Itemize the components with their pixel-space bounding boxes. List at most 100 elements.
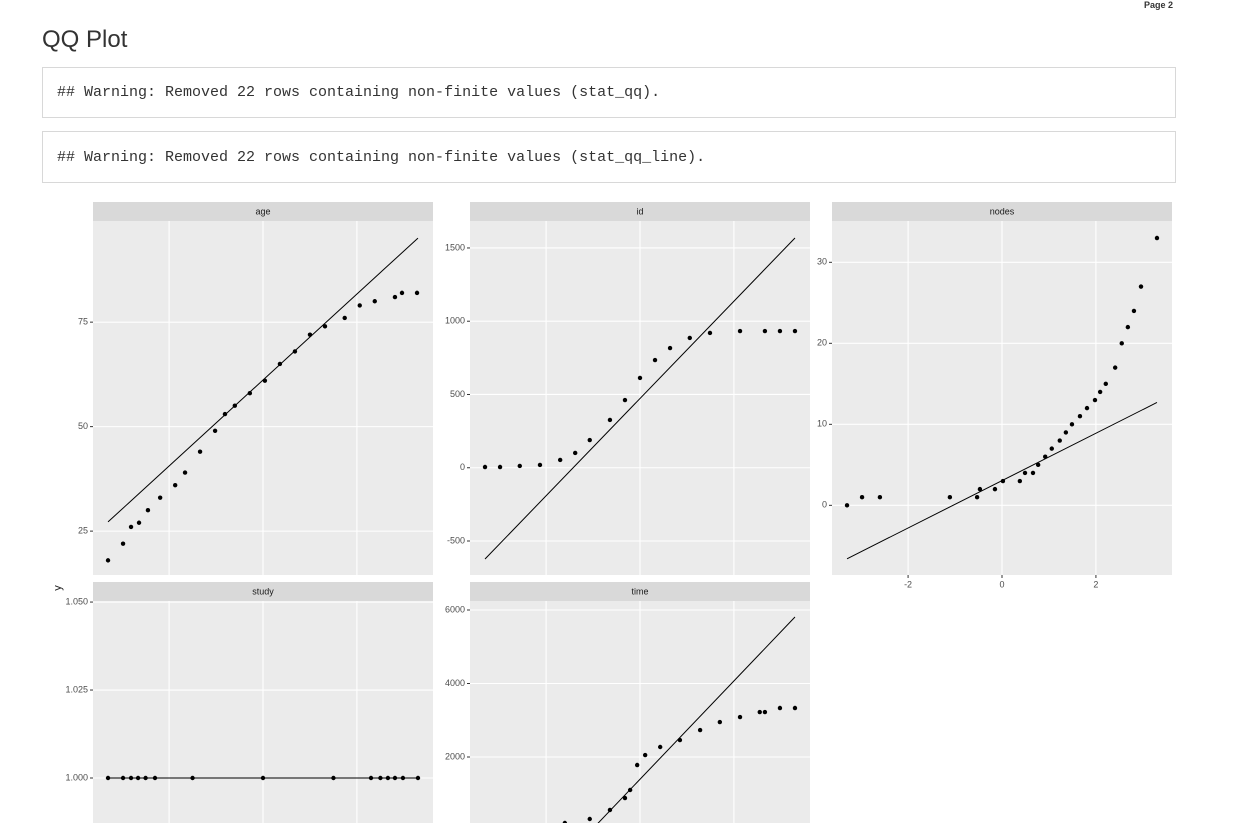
qq-point bbox=[1063, 430, 1069, 435]
qq-point bbox=[707, 330, 713, 336]
qq-point bbox=[143, 775, 148, 781]
qq-point bbox=[607, 417, 613, 423]
qq-point bbox=[1103, 381, 1108, 387]
qq-point bbox=[415, 775, 421, 781]
qq-point bbox=[1022, 470, 1028, 476]
qq-point bbox=[1049, 446, 1054, 451]
qq-point bbox=[497, 464, 503, 470]
qq-point bbox=[482, 464, 488, 470]
qq-point bbox=[974, 495, 980, 500]
qq-point bbox=[1057, 438, 1062, 443]
qq-point bbox=[622, 795, 628, 801]
strip-label: id bbox=[636, 206, 643, 216]
y-tick-label: 1500 bbox=[445, 242, 465, 252]
qq-point bbox=[105, 558, 111, 563]
qq-point bbox=[1138, 284, 1144, 289]
y-tick-label: 1.050 bbox=[65, 596, 88, 606]
qq-point bbox=[307, 332, 313, 337]
page-label: Page 2 bbox=[1143, 0, 1173, 10]
strip-label: nodes bbox=[990, 206, 1015, 216]
qq-point bbox=[1017, 478, 1023, 484]
qq-point bbox=[1125, 324, 1131, 330]
qq-point bbox=[262, 378, 268, 383]
qq-point bbox=[182, 470, 188, 475]
qq-point bbox=[737, 714, 743, 720]
strip-label: study bbox=[252, 586, 274, 596]
y-tick-label: 500 bbox=[450, 389, 465, 399]
qq-point bbox=[135, 775, 141, 781]
qq-point bbox=[877, 495, 883, 500]
qq-point bbox=[557, 457, 563, 463]
qq-point bbox=[378, 775, 383, 781]
qq-point bbox=[1000, 478, 1006, 484]
x-tick-label: 0 bbox=[999, 579, 1004, 589]
qq-point bbox=[762, 709, 768, 715]
y-tick-label: 75 bbox=[78, 317, 88, 327]
qq-point bbox=[1035, 462, 1041, 468]
strip bbox=[832, 202, 1172, 221]
qq-point bbox=[260, 775, 266, 781]
qq-point bbox=[292, 349, 298, 354]
strip bbox=[93, 202, 433, 221]
qq-point bbox=[717, 719, 723, 725]
qq-point bbox=[844, 503, 850, 508]
qq-point bbox=[697, 727, 703, 733]
qq-point bbox=[627, 787, 633, 793]
qq-point bbox=[197, 449, 203, 454]
qq-point bbox=[777, 328, 783, 334]
y-tick-label: 50 bbox=[78, 421, 88, 431]
y-tick-label: 30 bbox=[817, 257, 827, 267]
qq-point bbox=[657, 744, 663, 750]
qq-point bbox=[587, 816, 592, 822]
qq-point bbox=[1030, 470, 1036, 476]
qq-point bbox=[331, 775, 336, 781]
strip bbox=[470, 582, 810, 601]
warning-box: ## Warning: Removed 22 rows containing n… bbox=[42, 131, 1176, 183]
panel bbox=[93, 601, 433, 823]
qq-point bbox=[212, 428, 218, 434]
qq-point bbox=[152, 775, 158, 781]
qq-point bbox=[232, 403, 238, 408]
qq-point bbox=[128, 524, 134, 530]
qq-point bbox=[652, 357, 658, 363]
qq-point bbox=[1097, 389, 1103, 395]
qq-point bbox=[392, 294, 398, 300]
qq-point bbox=[1154, 235, 1160, 241]
y-tick-label: 1.025 bbox=[65, 684, 88, 694]
qq-point bbox=[392, 775, 398, 781]
y-tick-label: 4000 bbox=[445, 678, 465, 688]
qq-point bbox=[357, 303, 362, 308]
qq-point bbox=[1084, 405, 1090, 411]
qq-point bbox=[517, 463, 522, 469]
qq-line bbox=[597, 616, 796, 823]
qq-point bbox=[537, 462, 543, 468]
warning-box: ## Warning: Removed 22 rows containing n… bbox=[42, 67, 1176, 118]
y-tick-label: 0 bbox=[822, 500, 827, 510]
qq-point bbox=[342, 315, 347, 321]
qq-point bbox=[737, 328, 743, 334]
strip-label: age bbox=[255, 206, 270, 216]
qq-point bbox=[587, 437, 592, 443]
qq-point bbox=[1112, 365, 1118, 370]
qq-point bbox=[1043, 454, 1048, 459]
qq-point bbox=[128, 775, 134, 781]
qq-point bbox=[634, 762, 640, 768]
qq-point bbox=[859, 495, 865, 500]
y-tick-label: 25 bbox=[78, 525, 88, 535]
qq-point bbox=[677, 737, 683, 743]
panel bbox=[93, 221, 433, 575]
qq-point bbox=[607, 807, 613, 813]
panel bbox=[470, 221, 810, 575]
qq-point bbox=[399, 290, 405, 296]
qq-point bbox=[120, 775, 126, 781]
qq-point bbox=[687, 335, 692, 341]
qq-point bbox=[190, 775, 195, 781]
qq-point bbox=[1077, 414, 1083, 419]
y-tick-label: 10 bbox=[817, 419, 827, 429]
qq-point bbox=[1069, 422, 1075, 427]
y-tick-label: 1000 bbox=[445, 316, 465, 326]
qq-point bbox=[247, 390, 253, 396]
qq-point bbox=[368, 775, 374, 781]
